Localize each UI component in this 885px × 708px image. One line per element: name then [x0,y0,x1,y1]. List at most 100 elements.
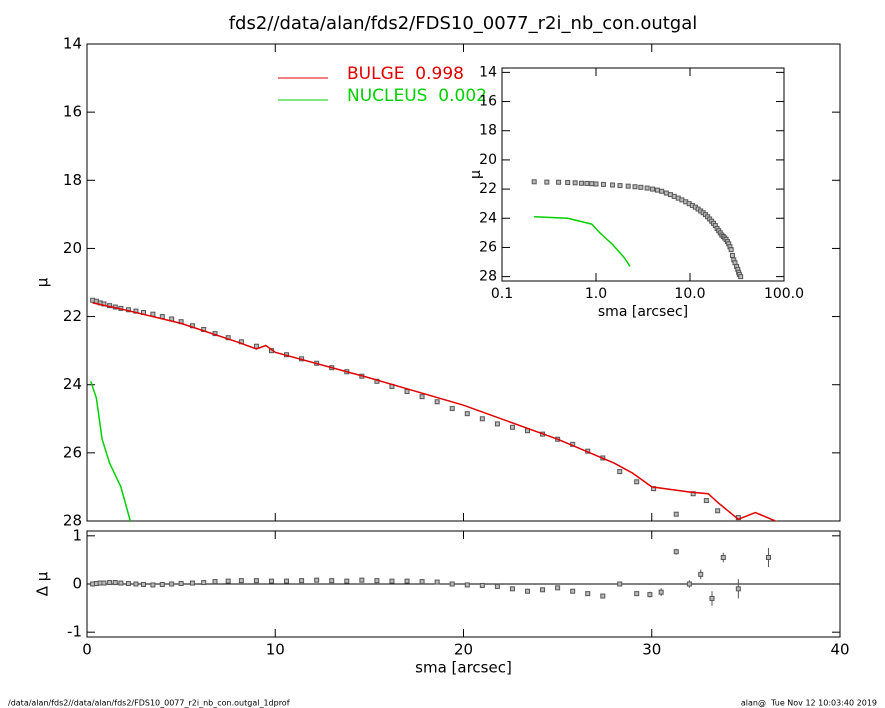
x-tick-label: 0.1 [491,286,513,302]
point [673,511,679,517]
point [728,247,734,253]
point [268,578,274,584]
point [133,581,139,587]
y-axis-label: Δ μ [34,571,52,596]
x-tick-label: 10.0 [674,286,705,302]
point [600,181,606,187]
y-tick-label: 28 [63,512,82,530]
point [644,185,650,191]
line [534,216,631,267]
point [479,416,485,422]
point [434,399,440,405]
point [698,571,704,577]
point [647,592,653,598]
point [654,187,660,193]
point [509,424,515,430]
point [189,580,195,586]
point [703,498,709,504]
point [578,180,584,186]
point [765,555,771,560]
legend-label: NUCLEUS 0.002 [347,86,487,106]
y-tick-label: 28 [479,269,497,285]
point [617,183,623,189]
y-tick-label: 14 [63,35,82,53]
x-axis-label: sma [arcsec] [598,304,688,320]
point [617,581,623,587]
y-tick-label: -1 [67,623,82,641]
point [565,180,571,186]
point [299,578,305,584]
point [625,183,631,189]
y-tick-label: 16 [479,94,497,110]
y-tick-label: 22 [63,307,82,325]
point [610,182,616,188]
point [709,595,715,601]
point [572,180,578,186]
point [650,186,656,192]
y-tick-label: 18 [479,123,497,139]
point [673,549,679,555]
point [150,582,156,588]
point [238,578,244,584]
y-tick-label: 24 [63,375,82,393]
point [479,582,485,588]
y-tick-label: 26 [63,443,82,461]
x-tick-label: 1.0 [585,286,607,302]
plot-frame [501,67,785,282]
y-tick-label: 16 [63,103,82,121]
y-tick-label: 14 [479,64,497,80]
point [531,179,537,185]
y-tick-label: 20 [479,152,497,168]
point [464,411,470,417]
point [738,274,744,280]
point [540,587,546,593]
point [525,588,531,594]
point [329,578,335,584]
point [389,578,395,584]
point [663,190,669,196]
point [169,581,175,587]
point [634,591,640,597]
point [253,578,259,584]
point [225,578,231,584]
point [593,181,599,187]
point [101,580,107,586]
point [729,252,735,258]
point [374,578,380,584]
point [600,593,606,599]
y-tick-label: 20 [63,239,82,257]
x-tick-label: 100.0 [764,286,804,302]
line [90,381,132,521]
point [201,580,207,586]
chart-title: fds2//data/alan/fds2/FDS10_0077_r2i_nb_c… [229,13,698,34]
point [686,581,692,587]
y-tick-label: 0 [72,575,82,593]
x-axis-label: sma [arcsec] [415,659,512,677]
point [544,179,550,185]
point [140,581,146,587]
point [584,180,590,186]
point [494,421,500,427]
x-tick-label: 10 [266,641,285,659]
point [449,581,455,587]
point [314,577,320,583]
point [419,394,425,400]
point [509,586,515,592]
point [556,179,562,185]
x-tick-label: 40 [830,641,849,659]
point [464,582,470,588]
point [404,578,410,584]
point [404,389,410,395]
point [284,578,290,584]
point [434,579,440,585]
y-tick-label: 22 [479,181,497,197]
y-tick-label: 26 [479,239,497,255]
footer-left: /data/alan/fds2//data/alan/fds2/FDS10_00… [8,699,290,708]
point [658,589,664,595]
footer-right: alan@ Tue Nov 12 10:03:40 2019 [741,699,877,708]
y-tick-label: 1 [72,526,82,544]
point [212,579,218,585]
point [555,585,561,591]
